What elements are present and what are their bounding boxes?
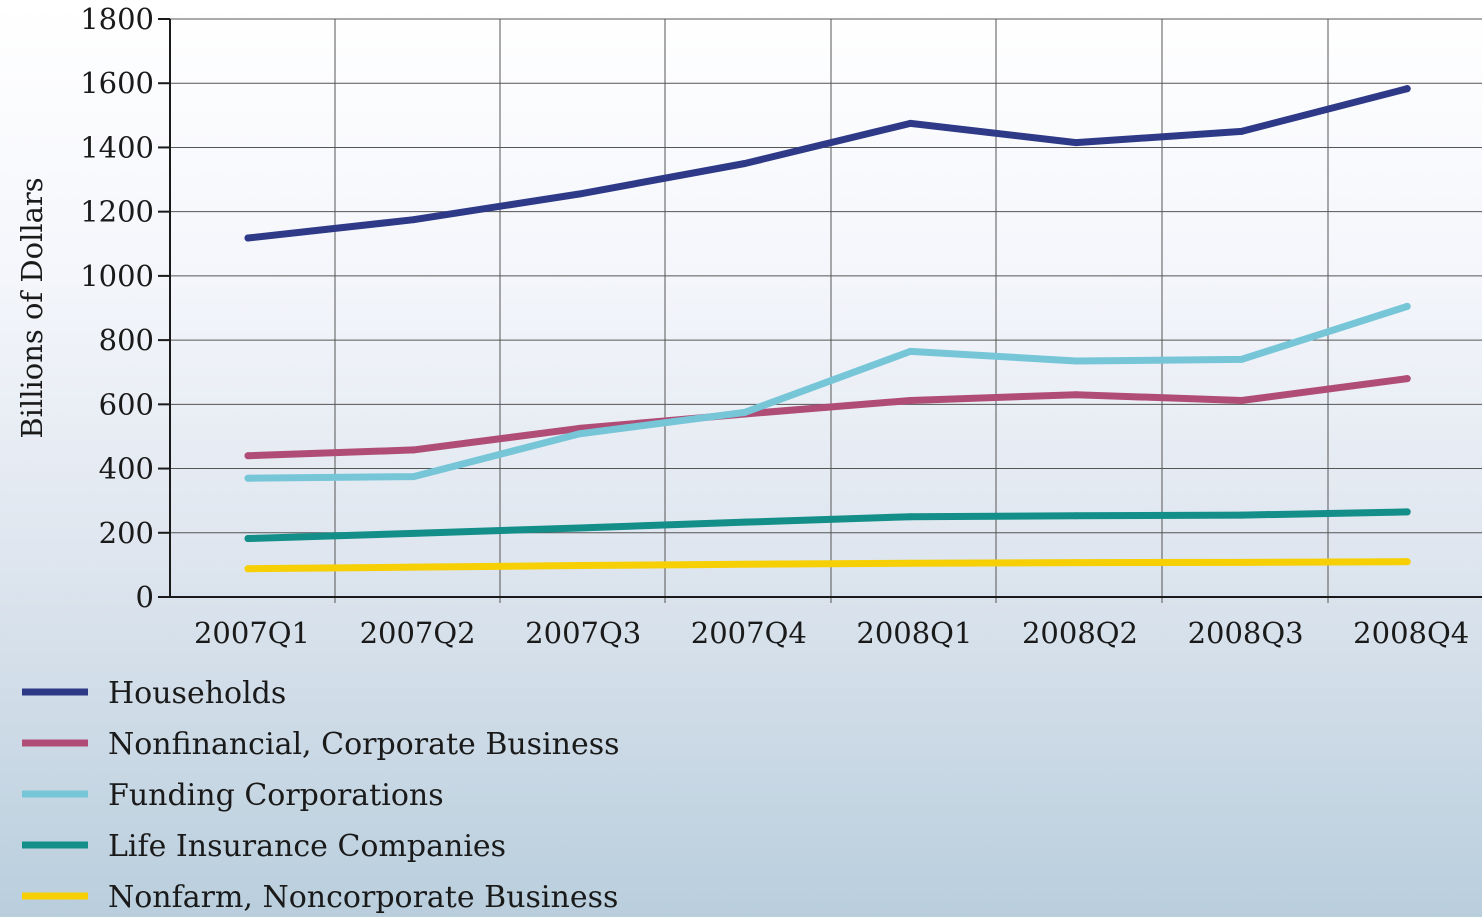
data-point-nonfarm-noncorporate-business-2008Q1 <box>906 559 914 567</box>
data-point-funding-corporations-2007Q4 <box>741 408 749 416</box>
data-point-nonfarm-noncorporate-business-2008Q4 <box>1403 558 1411 566</box>
x-tick-label-2007Q1: 2007Q1 <box>194 616 310 650</box>
data-point-households-2007Q3 <box>575 190 583 198</box>
data-point-nonfarm-noncorporate-business-2007Q3 <box>575 562 583 570</box>
grid <box>170 18 1482 603</box>
series-line-households <box>244 85 1411 242</box>
series-lines <box>244 85 1411 573</box>
series-line-life-insurance-companies <box>244 508 1411 543</box>
y-tick-label: 0 <box>136 580 154 614</box>
data-point-funding-corporations-2008Q3 <box>1238 355 1246 363</box>
axes <box>158 18 1482 598</box>
series-line-nonfarm-noncorporate-business <box>244 558 1411 573</box>
data-point-funding-corporations-2008Q1 <box>906 347 914 355</box>
x-tick-label-2008Q3: 2008Q3 <box>1188 616 1304 650</box>
x-tick-label-2008Q1: 2008Q1 <box>856 616 972 650</box>
legend-label-funding-corporations: Funding Corporations <box>108 778 444 813</box>
data-point-life-insurance-companies-2008Q4 <box>1403 508 1411 516</box>
data-point-nonfinancial-corporate-business-2008Q2 <box>1072 391 1080 399</box>
data-point-nonfinancial-corporate-business-2008Q3 <box>1238 396 1246 404</box>
data-point-life-insurance-companies-2007Q3 <box>575 524 583 532</box>
data-point-households-2008Q3 <box>1238 127 1246 135</box>
data-point-households-2007Q4 <box>741 160 749 167</box>
data-point-households-2007Q2 <box>410 216 418 224</box>
data-point-nonfinancial-corporate-business-2007Q2 <box>410 446 418 454</box>
legend-label-households: Households <box>108 676 286 711</box>
data-point-life-insurance-companies-2008Q1 <box>906 513 914 521</box>
series-line-funding-corporations <box>244 302 1411 482</box>
legend: Households Nonfinancial, Corporate Busine… <box>22 676 620 915</box>
data-point-nonfarm-noncorporate-business-2008Q2 <box>1072 559 1080 567</box>
y-tick-label: 1800 <box>80 2 154 36</box>
y-tick-label: 1000 <box>80 259 154 293</box>
data-point-nonfarm-noncorporate-business-2007Q4 <box>741 560 749 568</box>
legend-label-life-insurance-companies: Life Insurance Companies <box>108 829 506 864</box>
data-point-funding-corporations-2008Q4 <box>1403 302 1411 310</box>
data-point-life-insurance-companies-2007Q2 <box>410 529 418 537</box>
data-point-households-2008Q2 <box>1072 139 1080 147</box>
data-point-nonfarm-noncorporate-business-2007Q2 <box>410 563 418 571</box>
data-point-funding-corporations-2007Q2 <box>410 473 418 481</box>
x-tick-label-2007Q4: 2007Q4 <box>691 616 807 650</box>
y-tick-label: 1200 <box>80 195 154 229</box>
data-point-households-2007Q1 <box>244 234 252 242</box>
y-tick-label: 600 <box>99 387 154 421</box>
x-tick-label-2007Q3: 2007Q3 <box>525 616 641 650</box>
x-tick-label-2008Q2: 2008Q2 <box>1022 616 1138 650</box>
x-tick-label-2008Q4: 2008Q4 <box>1353 616 1469 650</box>
data-point-funding-corporations-2007Q3 <box>575 430 583 438</box>
y-tick-label: 800 <box>99 323 154 357</box>
y-axis-title: Billions of Dollars <box>15 177 49 438</box>
data-point-nonfinancial-corporate-business-2008Q4 <box>1403 375 1411 383</box>
data-point-life-insurance-companies-2008Q3 <box>1238 511 1246 519</box>
y-tick-label: 400 <box>99 452 154 486</box>
data-point-funding-corporations-2008Q2 <box>1072 357 1080 365</box>
data-point-nonfinancial-corporate-business-2007Q1 <box>244 452 252 460</box>
data-point-life-insurance-companies-2007Q1 <box>244 535 252 543</box>
series-line-nonfinancial-corporate-business <box>244 375 1411 460</box>
y-tick-label: 1400 <box>80 130 154 164</box>
data-point-life-insurance-companies-2007Q4 <box>741 518 749 526</box>
tick-labels: 0 200 400 600 800 1000 1200 1400 1600 1800 2007Q1 2… <box>15 2 1469 650</box>
data-point-life-insurance-companies-2008Q2 <box>1072 512 1080 520</box>
data-point-nonfarm-noncorporate-business-2008Q3 <box>1238 558 1246 566</box>
x-tick-label-2007Q2: 2007Q2 <box>360 616 476 650</box>
legend-label-nonfinancial-corporate-business: Nonfinancial, Corporate Business <box>108 727 620 762</box>
data-point-nonfarm-noncorporate-business-2007Q1 <box>244 565 252 573</box>
data-point-funding-corporations-2007Q1 <box>244 474 252 482</box>
data-point-households-2008Q1 <box>906 119 914 127</box>
legend-label-nonfarm-noncorporate-business: Nonfarm, Noncorporate Business <box>108 880 618 915</box>
y-tick-label: 1600 <box>80 66 154 100</box>
y-tick-label: 200 <box>99 516 154 550</box>
data-point-nonfinancial-corporate-business-2008Q1 <box>906 396 914 404</box>
data-point-households-2008Q4 <box>1403 85 1411 93</box>
